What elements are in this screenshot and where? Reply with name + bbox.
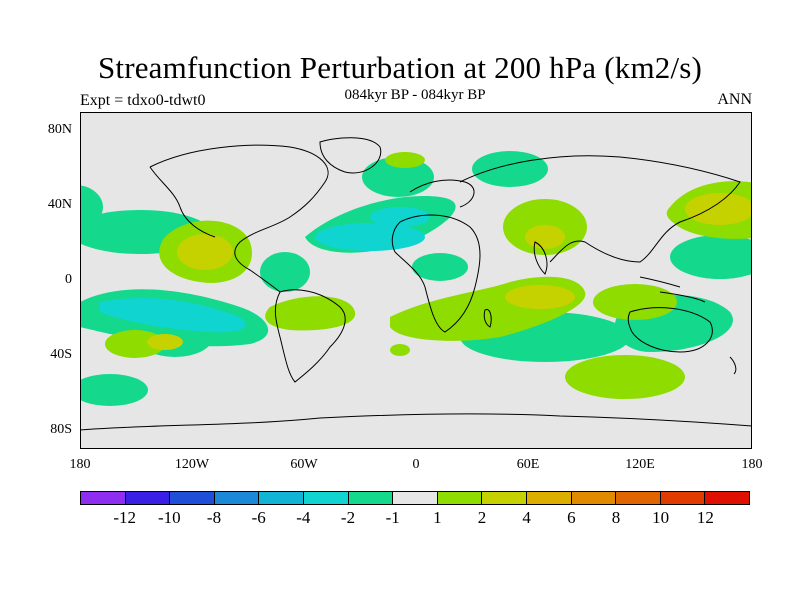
colorbar-box: [660, 492, 706, 504]
ytick-80n: 80N: [47, 122, 72, 137]
colorbar-label: 2: [477, 508, 487, 527]
colorbar-box: [571, 492, 617, 504]
colorbar-label: 10: [652, 508, 670, 527]
colorbar-box: [437, 492, 483, 504]
experiment-label: Expt = tdxo0-tdwt0: [80, 92, 206, 109]
colorbar-box: [705, 492, 749, 504]
colorbar-label: -12: [113, 508, 136, 527]
xtick-180w: 180: [69, 457, 91, 472]
colorbar-label: -2: [340, 508, 356, 527]
colorbar-box: [125, 492, 171, 504]
coastlines: [80, 137, 752, 431]
colorbar-label: 1: [433, 508, 442, 527]
colorbar-label: 4: [522, 508, 531, 527]
colorbar-box: [81, 492, 126, 504]
xtick-120e: 120E: [625, 457, 655, 472]
colorbar-label: -4: [296, 508, 311, 527]
ytick-80s: 80S: [50, 422, 72, 437]
colorbar-box: [526, 492, 572, 504]
xtick-60e: 60E: [516, 457, 540, 472]
xtick-60w: 60W: [290, 457, 318, 472]
colorbar-label: -1: [385, 508, 400, 527]
period-label: 084kyr BP - 084kyr BP: [344, 87, 486, 103]
colorbar-box: [482, 492, 527, 504]
colorbar-box: [616, 492, 661, 504]
xtick-0: 0: [412, 457, 420, 472]
ytick-0: 0: [65, 272, 72, 287]
colorbar-label: -10: [157, 508, 181, 527]
ytick-40n: 40N: [47, 197, 72, 212]
colorbar-label: 8: [611, 508, 621, 527]
season-label: ANN: [717, 91, 752, 108]
xtick-180e: 180: [741, 457, 763, 472]
colorbar-label: -8: [206, 508, 222, 527]
ytick-40s: 40S: [50, 347, 72, 362]
xtick-120w: 120W: [174, 457, 210, 472]
plot-title: Streamfunction Perturbation at 200 hPa (…: [97, 50, 703, 85]
colorbar-label: 12: [696, 508, 714, 527]
colorbar-label: 6: [567, 508, 576, 527]
colorbar-box: [393, 492, 438, 504]
streamfunction-map: [80, 112, 752, 449]
map-contours: [80, 137, 752, 431]
colorbar-label: -6: [251, 508, 266, 527]
colorbar-box: [214, 492, 260, 504]
colorbar: [80, 491, 750, 505]
colorbar-box: [348, 492, 394, 504]
colorbar-box: [259, 492, 304, 504]
colorbar-box: [170, 492, 215, 504]
colorbar-box: [303, 492, 349, 504]
